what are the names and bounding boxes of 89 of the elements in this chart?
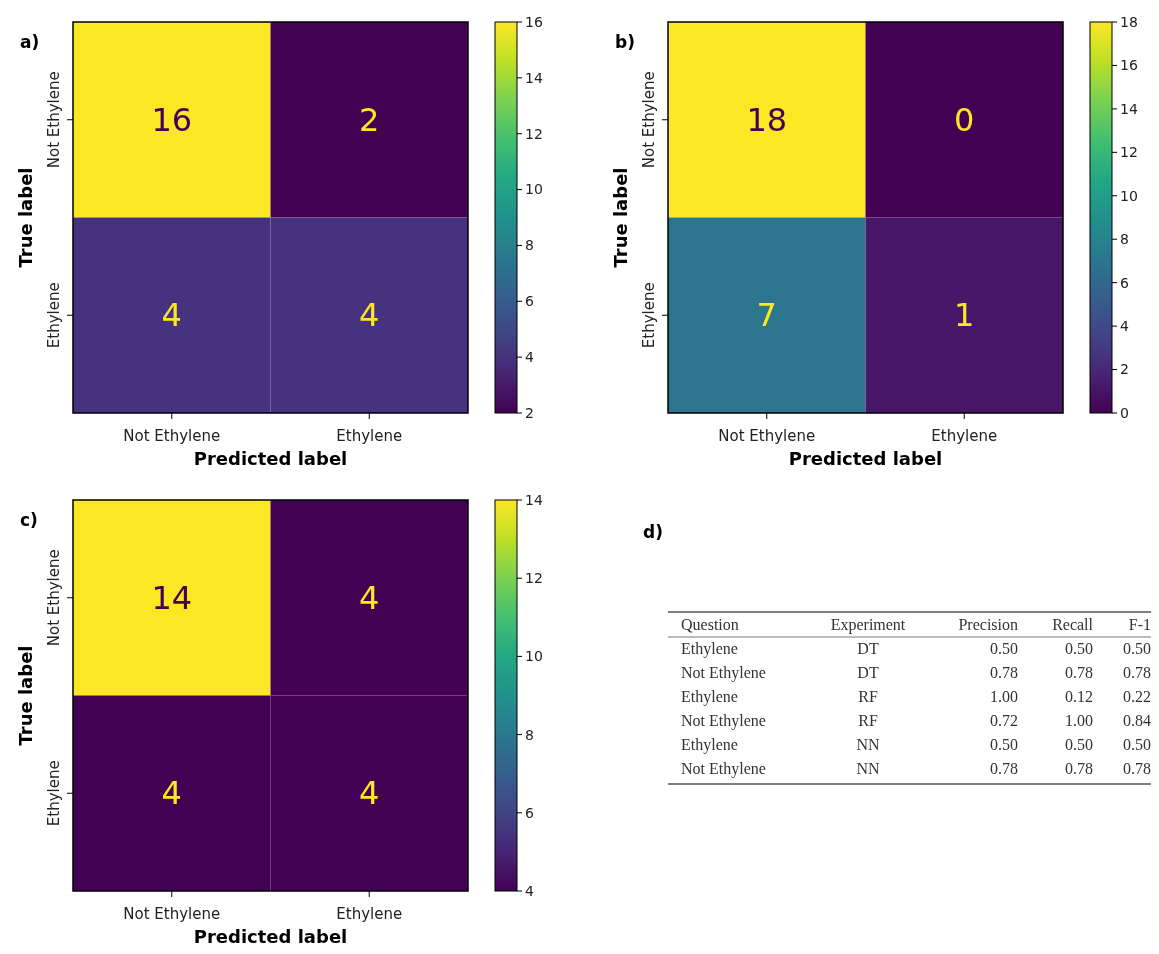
color-bar-label: 6 [525,804,534,821]
text: RF [858,688,878,705]
y-tick-label: Ethylene [45,760,63,827]
text: 0.78 [990,664,1018,681]
category-label: Recall [1052,616,1094,633]
color-bar-label: 18 [1120,13,1138,30]
x-tick-label: Not Ethylene [123,427,221,445]
category-label: Experiment [830,616,906,634]
data-label: 16 [151,100,193,139]
text: 0.50 [990,640,1018,657]
text: 0.12 [1065,688,1093,705]
text: 0.78 [990,760,1018,777]
text: 0.78 [1065,664,1093,681]
x-axis-title: Predicted label [193,926,348,947]
color-bar-label: 8 [1120,231,1129,248]
text: 0.84 [1123,712,1151,729]
text: 0.78 [1065,760,1093,777]
color-bar-label: 16 [525,13,543,30]
data-label: 18 [746,100,788,139]
text: Ethylene [681,640,738,657]
color-bar-label: 0 [1120,404,1129,421]
text: Not Ethylene [681,760,766,777]
text: DT [857,664,879,681]
x-tick-label: Ethylene [931,427,998,445]
color-bar-label: 4 [1120,318,1129,335]
color-bar-label: 4 [525,882,534,899]
data-label: 4 [359,296,380,335]
data-label: 0 [954,100,975,139]
text: Ethylene [681,736,738,753]
text: 0.22 [1123,688,1151,705]
text: Not Ethylene [681,664,766,681]
color-bar-label: 10 [525,648,543,665]
text: RF [858,712,878,729]
text: NN [856,760,880,777]
text: 0.50 [1065,640,1093,657]
color-bar-label: 10 [1120,187,1138,204]
data-label: 7 [756,296,777,335]
color-bar-label: 12 [525,125,543,142]
color-bar-label: 6 [525,293,534,310]
x-tick-label: Ethylene [336,427,403,445]
x-axis-title: Predicted label [788,448,943,469]
y-tick-label: Not Ethylene [45,71,63,169]
text: Ethylene [681,688,738,705]
text: 0.50 [1123,640,1151,657]
text: 0.78 [1123,664,1151,681]
color-bar-label: 8 [525,726,534,743]
color-bar-label: 2 [1120,361,1129,378]
x-tick-label: Not Ethylene [718,427,816,445]
x-axis-title: Predicted label [193,448,348,469]
text: c) [20,510,38,530]
color-bar-label: 14 [525,491,543,508]
data-label: 1 [954,296,975,335]
text: b) [615,32,635,52]
category-label: F-1 [1128,616,1151,633]
text: Not Ethylene [681,712,766,729]
text: 0.78 [1123,760,1151,777]
color-bar-label: 14 [525,69,543,86]
text: 1.00 [990,688,1018,705]
color-bar-label: 12 [525,570,543,587]
color-bar-label: 16 [1120,57,1138,74]
y-axis-title: True label [15,645,36,746]
color-bar-label: 12 [1120,144,1138,161]
y-tick-label: Not Ethylene [45,549,63,647]
text: 0.50 [990,736,1018,753]
color-bar-label: 8 [525,237,534,254]
color-bar-label: 6 [1120,274,1129,291]
text: DT [857,640,879,657]
text: 1.00 [1065,712,1093,729]
data-label: 4 [359,774,380,813]
y-axis-title: True label [610,167,631,268]
color-bar-label: 10 [525,181,543,198]
text: NN [856,736,880,753]
category-label: Question [681,616,739,633]
text: d) [643,522,663,542]
color-bar-label: 4 [525,349,534,366]
color-bar-label: 2 [525,404,534,421]
text: a) [20,32,40,52]
text: 0.50 [1123,736,1151,753]
color-bar-label: 14 [1120,100,1138,117]
category-label: Precision [958,616,1018,633]
text: 0.50 [1065,736,1093,753]
data-label: 14 [151,578,193,617]
text: 0.72 [990,712,1018,729]
data-label: 4 [359,578,380,617]
data-label: 4 [161,774,182,813]
y-axis-title: True label [15,167,36,268]
data-label: 2 [359,100,380,139]
y-tick-label: Ethylene [45,282,63,349]
data-label: 4 [161,296,182,335]
